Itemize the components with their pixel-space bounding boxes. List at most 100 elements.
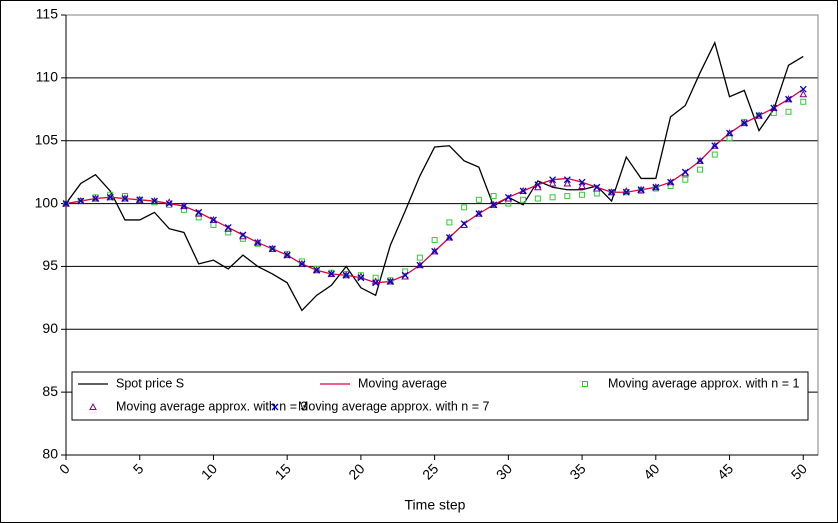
y-tick-label: 90 [42, 320, 58, 336]
data-point [327, 269, 336, 277]
data-point [740, 119, 749, 127]
data-point [800, 98, 807, 105]
data-point [578, 181, 586, 189]
data-point [549, 176, 557, 184]
data-point [92, 195, 99, 203]
data-point [283, 251, 292, 259]
data-point [180, 202, 188, 210]
data-point [165, 200, 173, 208]
data-point [593, 183, 601, 191]
data-point [681, 168, 689, 176]
data-point [697, 166, 704, 173]
data-point [785, 95, 792, 103]
data-point [534, 195, 541, 202]
data-point [667, 178, 675, 186]
data-point [342, 271, 350, 279]
data-point [475, 210, 483, 218]
data-point [76, 197, 85, 205]
data-point [209, 216, 217, 224]
series-line [65, 40, 804, 312]
data-point [579, 191, 586, 198]
data-point [357, 274, 365, 282]
data-point [799, 90, 808, 98]
data-point [489, 200, 498, 208]
data-point [755, 111, 763, 119]
data-point [563, 176, 571, 184]
data-point [416, 254, 423, 261]
legend-swatch [89, 402, 97, 410]
data-point [519, 187, 527, 195]
data-point [461, 204, 468, 211]
data-point [431, 247, 439, 255]
data-point [520, 196, 527, 203]
data-point [91, 194, 100, 202]
y-tick-label: 105 [35, 131, 59, 147]
data-point [445, 234, 453, 241]
data-point [652, 183, 660, 191]
data-point [225, 229, 232, 236]
data-point [106, 193, 115, 201]
legend-label: Moving average approx. with n = 1 [608, 376, 799, 390]
data-point [666, 178, 675, 186]
data-point [446, 219, 453, 226]
data-point [607, 188, 616, 196]
data-point [195, 208, 203, 216]
legend-label: Spot price S [116, 376, 184, 390]
data-point [253, 238, 262, 246]
data-point [121, 194, 129, 202]
data-point [755, 112, 763, 120]
y-tick-label: 95 [42, 257, 58, 273]
data-point [726, 129, 733, 137]
data-point [637, 185, 645, 193]
data-point [564, 193, 571, 200]
data-point [106, 193, 114, 201]
data-point [651, 183, 660, 191]
data-point [416, 261, 424, 269]
data-point [401, 271, 409, 279]
data-point [180, 206, 187, 213]
data-point [622, 188, 630, 196]
data-point [342, 271, 350, 279]
y-tick-label: 115 [36, 6, 59, 22]
data-point [711, 142, 719, 150]
data-point [490, 201, 498, 209]
data-point [62, 200, 70, 208]
data-point [475, 196, 482, 203]
data-point [239, 231, 247, 239]
data-point [209, 215, 218, 223]
data-point [283, 251, 291, 259]
legend-box [71, 371, 809, 421]
data-point [327, 270, 335, 278]
legend-label: Moving average approx. with n = 7 [298, 399, 489, 413]
data-point [312, 266, 321, 274]
data-point [799, 85, 807, 93]
data-point [430, 247, 439, 255]
legend: Spot price S Moving average Moving average… [71, 371, 809, 421]
data-point [372, 279, 380, 287]
data-point [254, 239, 262, 247]
data-point [180, 202, 188, 210]
legend-label: Moving average approx. with n = 3 [116, 399, 307, 413]
data-point [313, 266, 321, 274]
x-axis-label: Time step [405, 497, 466, 513]
data-point [563, 179, 572, 187]
y-tick-label: 80 [42, 446, 58, 462]
data-point [504, 193, 512, 201]
data-point [534, 181, 542, 189]
data-point [268, 244, 277, 252]
data-point [696, 157, 704, 165]
data-point [416, 261, 424, 269]
data-point [578, 178, 586, 186]
data-point [770, 104, 778, 112]
y-tick-label: 110 [36, 69, 59, 85]
legend-swatch [582, 381, 588, 387]
data-point [135, 195, 144, 203]
data-point [785, 108, 792, 115]
data-point [608, 188, 616, 196]
data-point [682, 176, 689, 183]
y-tick-label: 100 [35, 194, 59, 210]
data-point [431, 237, 438, 244]
data-point [224, 223, 232, 231]
data-point [386, 277, 395, 285]
